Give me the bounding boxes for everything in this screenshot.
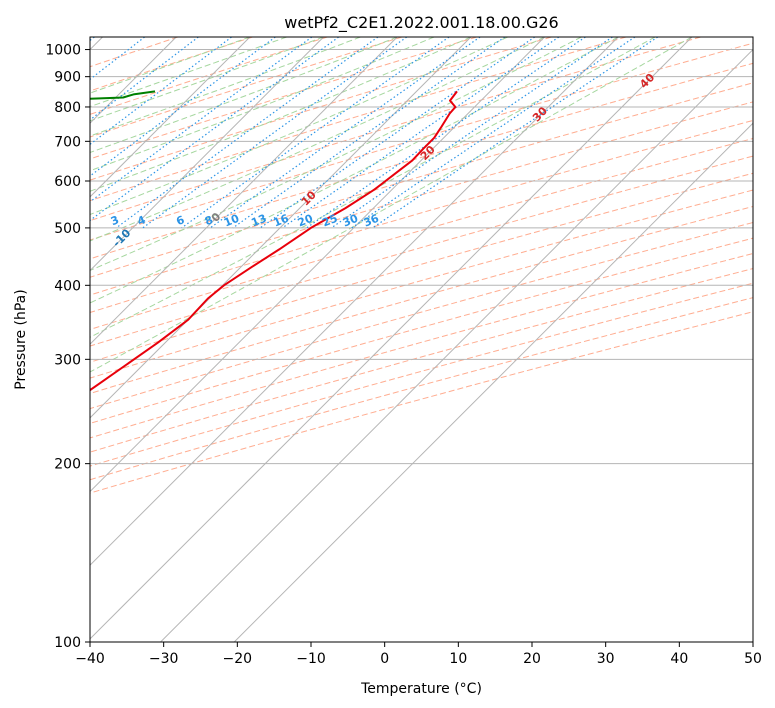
x-axis-title: Temperature (°C) (360, 681, 482, 697)
y-tick-label: 200 (54, 457, 81, 473)
dry-adiabat (90, 37, 552, 181)
mixing-ratio-line (232, 37, 506, 229)
isotherm-line (90, 37, 398, 345)
isotherm-line (90, 37, 619, 566)
dry-adiabat (90, 37, 701, 222)
moist-adiabat (90, 37, 361, 137)
mixing-ratio-line (90, 37, 199, 121)
dry-adiabat (90, 37, 328, 115)
x-tick-label: −40 (75, 651, 105, 667)
y-tick-label: 800 (54, 100, 81, 116)
mixing-ratio-label: 30 (341, 212, 360, 230)
mixing-ratio-line (181, 37, 450, 229)
isotherm-line (90, 37, 693, 640)
moist-adiabat (90, 37, 508, 216)
dry-adiabat (90, 37, 627, 202)
dry-adiabat (90, 268, 753, 453)
x-tick-label: −20 (223, 651, 253, 667)
dry-adiabat (90, 311, 753, 494)
background-lines (90, 37, 753, 642)
mixing-ratio-line (351, 37, 636, 229)
y-tick-label: 100 (54, 635, 81, 651)
axes: −40 −30 −20 −10 0 10 20 30 40 50 100 200 300 400 500 60… (45, 43, 762, 667)
moist-adiabat (90, 37, 656, 338)
dry-adiabat (90, 297, 753, 481)
mixing-ratio-label: 36 (362, 212, 381, 230)
x-tick-label: 50 (744, 651, 762, 667)
mixing-ratio-label: 8 (203, 213, 215, 228)
dry-adiabat (90, 155, 753, 347)
mixing-ratio-line (115, 37, 379, 229)
x-tick-label: 20 (523, 651, 541, 667)
mixing-ratio-label: 20 (296, 212, 315, 230)
y-tick-label: 900 (54, 70, 81, 86)
plot-frame (89, 36, 754, 643)
mixing-ratio-line (372, 37, 659, 229)
temperature-line (90, 90, 458, 392)
dry-adiabat (90, 253, 753, 439)
isotherm-line (90, 37, 251, 198)
x-tick-label: −30 (149, 651, 179, 667)
x-tick-label: 0 (380, 651, 389, 667)
y-axis-title: Pressure (hPa) (13, 289, 29, 389)
mixing-ratio-line (90, 37, 232, 146)
dry-adiabat (90, 101, 753, 296)
mixing-ratio-label: 13 (249, 212, 268, 230)
y-tick-label: 600 (54, 174, 81, 190)
x-tick-label: 30 (597, 651, 615, 667)
y-tick-label: 300 (54, 352, 81, 368)
isotherm-line (90, 37, 472, 419)
moist-adiabat (90, 37, 545, 242)
dry-adiabat (90, 221, 753, 410)
moist-adiabat (90, 37, 582, 272)
y-tick-label: 400 (54, 278, 81, 294)
x-tick-label: −10 (296, 651, 326, 667)
mixing-ratio-line (209, 37, 481, 229)
isotherm-line (233, 122, 753, 642)
mixing-ratio-line (282, 37, 560, 229)
mixing-ratio-label: 10 (222, 212, 241, 230)
mixing-ratio-label: 25 (320, 212, 339, 230)
moist-adiabat (90, 37, 251, 94)
mixing-ratio-label: 3 (109, 213, 121, 228)
isotherm-line (90, 37, 545, 493)
x-tick-label: 10 (449, 651, 467, 667)
dry-adiabat (90, 172, 753, 363)
moist-adiabat (90, 37, 693, 373)
moist-adiabat (90, 37, 619, 304)
isotherm-line (90, 37, 324, 272)
y-tick-label: 700 (54, 134, 81, 150)
chart-title: wetPf2_C2E1.2022.001.18.00.G26 (284, 13, 558, 33)
y-tick-label: 500 (54, 221, 81, 237)
y-tick-label: 1000 (45, 43, 81, 59)
profile-lines (90, 90, 458, 392)
isotherm-line (160, 48, 753, 642)
dry-adiabat (90, 37, 403, 138)
mixing-ratio-line (142, 37, 408, 229)
x-tick-label: 40 (670, 651, 688, 667)
mixing-ratio-line (90, 37, 339, 222)
mixing-ratio-label: 16 (272, 212, 291, 230)
moist-adiabat (90, 37, 435, 172)
